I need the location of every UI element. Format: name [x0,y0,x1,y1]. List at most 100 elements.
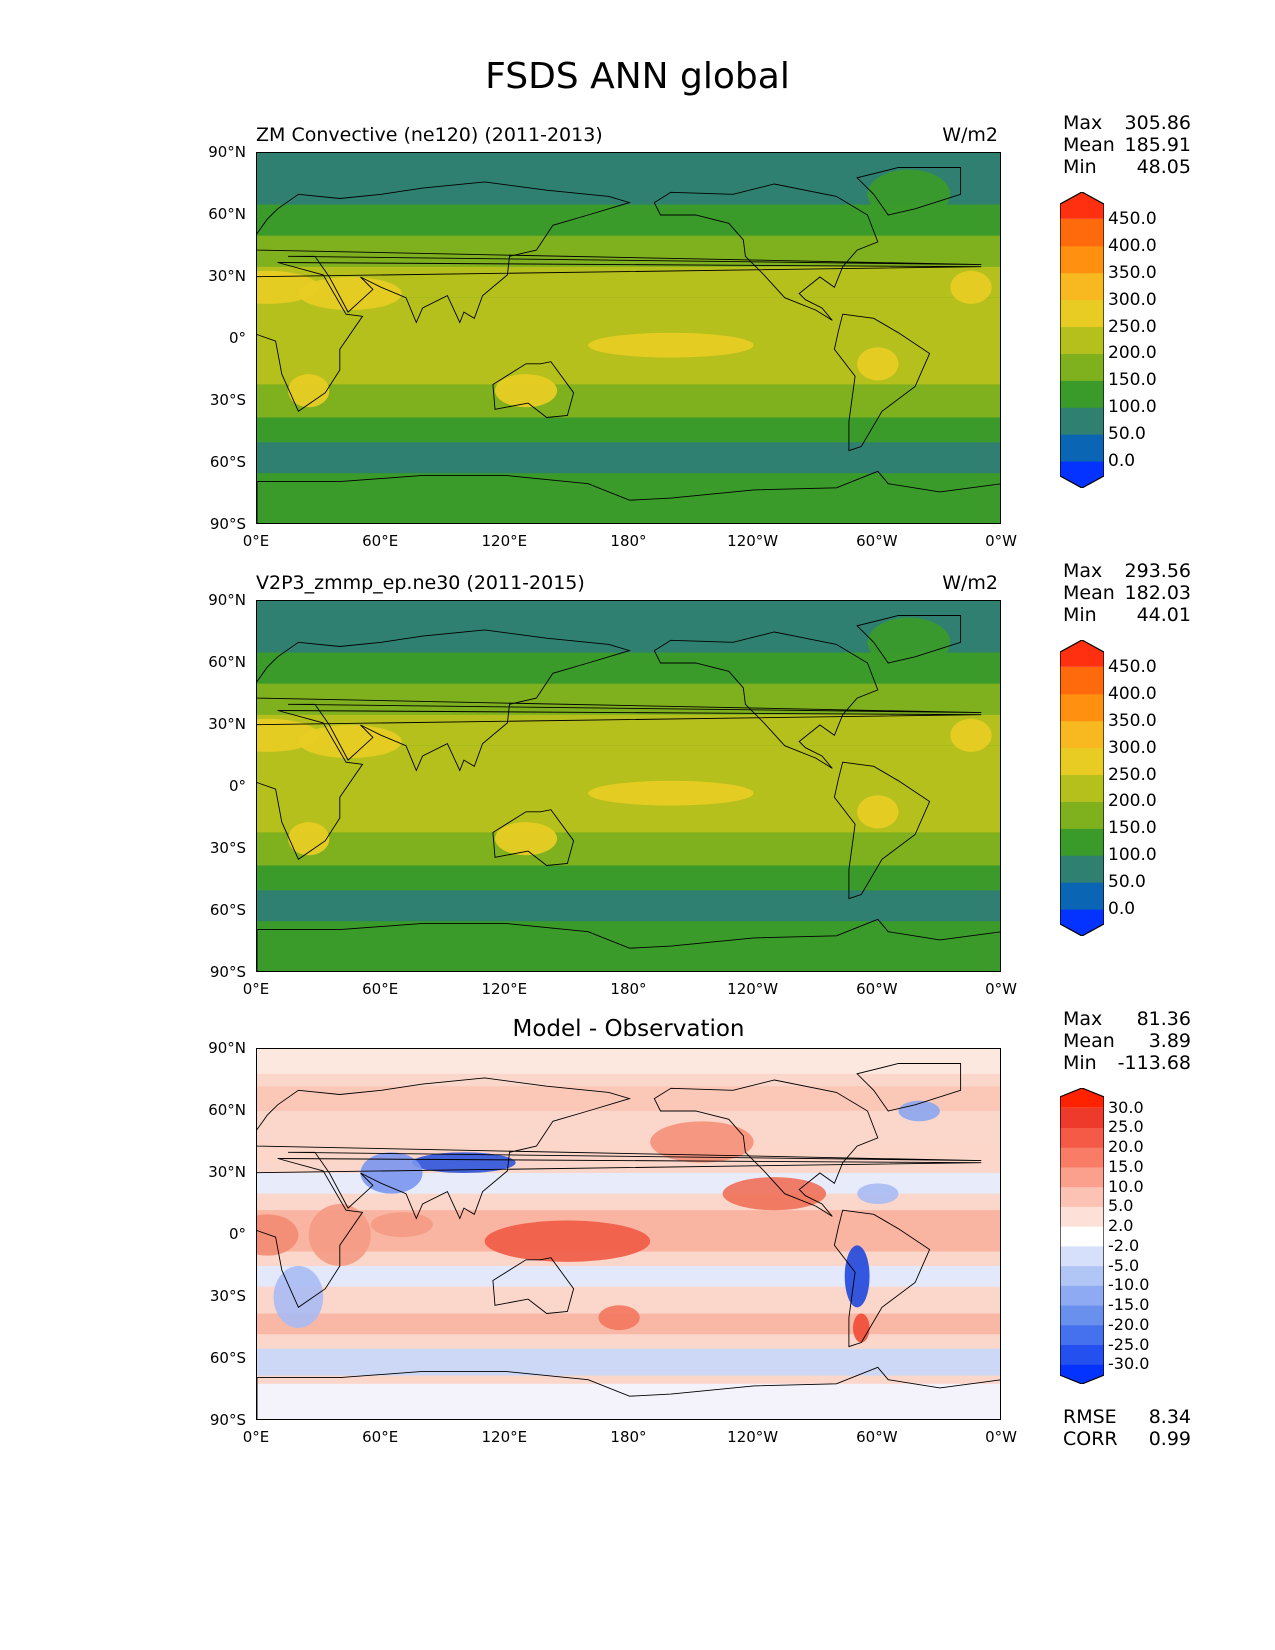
lon-tick-label: 120°E [481,1428,528,1446]
lat-tick-label: 30°N [208,715,246,733]
colorbar-segment [1060,326,1104,354]
lon-tick-label: 0°E [242,980,270,998]
colorbar-segment [1060,774,1104,802]
lat-tick-label: 60°N [208,205,246,223]
colorbar-segment [1060,828,1104,856]
colorbar-tick-label: 350.0 [1108,262,1157,283]
stat-label: Min [1063,1052,1097,1074]
stat-label: Max [1063,112,1103,134]
stat-label: Mean [1063,1030,1115,1052]
coastline-africa [257,1158,982,1308]
lon-tick-label: 120°E [481,532,528,550]
colorbar-tick-label: 450.0 [1108,656,1157,677]
stat-value: 305.86 [1124,112,1191,134]
colorbar-segment [1060,1107,1104,1128]
lat-tick-label: 30°N [208,267,246,285]
colorbar-segment [1060,1344,1104,1365]
stats-box: Max 305.86 Mean 185.91 Min 48.05 [1063,112,1191,178]
colorbar-tick-label: 0.0 [1108,899,1136,920]
colorbar [1060,1088,1104,1384]
coastline-n_america [653,183,879,321]
colorbar-tick-label: 5.0 [1108,1196,1134,1216]
colorbar-tick-label: 300.0 [1108,289,1157,310]
metric-row: CORR 0.99 [1063,1428,1191,1450]
stat-label: Max [1063,560,1103,582]
colorbar-tick-label: -20.0 [1108,1314,1150,1334]
lat-tick-label: 60°N [208,653,246,671]
colorbar-tick-label: 200.0 [1108,343,1157,364]
stat-label: Min [1063,604,1097,626]
colorbar-segment [1060,747,1104,776]
colorbar-tick-label: 400.0 [1108,683,1157,704]
stat-label: Mean [1063,134,1115,156]
lat-tick-label: 60°S [209,1349,246,1367]
colorbar-segment [1060,1226,1104,1247]
coastline-n_america [653,631,879,769]
lat-tick-label: 90°S [209,963,246,981]
colorbar-segment [1060,801,1104,829]
colorbar-segment [1060,245,1104,274]
coastline-antarctica [257,918,1000,971]
metric-value: 0.99 [1148,1428,1191,1450]
lon-tick-label: 180° [610,532,647,550]
stat-label: Mean [1063,582,1115,604]
colorbar-tick-label: 250.0 [1108,316,1157,337]
coastline-eurasia [257,629,982,772]
lon-tick-label: 0°W [985,980,1017,998]
colorbar-segment [1060,461,1104,488]
stat-row: Min -113.68 [1063,1052,1191,1074]
colorbar-tick-label: 350.0 [1108,710,1157,731]
panel-test: ZM Convective (ne120) (2011-2013) W/m2 90°… [0,112,1275,590]
colorbar-tick-label: 150.0 [1108,370,1157,391]
coastline-s_america [833,313,931,452]
colorbar-tick-label: 300.0 [1108,737,1157,758]
coastline-greenland [856,167,962,216]
map-canvas [257,153,1000,523]
colorbar-tick-label: 30.0 [1108,1097,1144,1117]
lat-tick-label: 0° [228,329,246,347]
panel-units: W/m2 [942,124,998,146]
colorbar-segment [1060,1127,1104,1148]
lat-tick-label: 90°N [208,143,246,161]
colorbar-segment [1060,1088,1104,1108]
lon-tick-label: 0°E [242,532,270,550]
stat-label: Min [1063,156,1097,178]
coastline-greenland [856,1063,962,1112]
stat-value: 81.36 [1136,1008,1191,1030]
colorbar-tick-label: 250.0 [1108,764,1157,785]
lon-tick-label: 120°W [727,980,779,998]
colorbar-segment [1060,1147,1104,1168]
colorbar-tick-label: 100.0 [1108,397,1157,418]
stat-row: Max 305.86 [1063,112,1191,134]
stat-value: 185.91 [1124,134,1191,156]
lat-tick-label: 0° [228,1225,246,1243]
lon-tick-label: 180° [610,1428,647,1446]
colorbar-segment [1060,380,1104,408]
lat-tick-label: 90°S [209,1411,246,1429]
colorbar-tick-label: 20.0 [1108,1137,1144,1157]
coastline-australia [492,1257,575,1314]
colorbar-segment [1060,1206,1104,1227]
map-diff [256,1048,1001,1420]
stats-box: Max 81.36 Mean 3.89 Min -113.68 [1063,1008,1191,1074]
colorbar-segment [1060,693,1104,722]
stat-value: 44.01 [1136,604,1191,626]
lon-tick-label: 120°W [727,1428,779,1446]
figure-title: FSDS ANN global [485,56,790,97]
stat-value: 3.89 [1148,1030,1191,1052]
lon-tick-label: 60°W [856,980,898,998]
colorbar-tick-label: 10.0 [1108,1176,1144,1196]
coastline-s_america [833,1209,931,1348]
colorbar-tick-label: 25.0 [1108,1117,1144,1137]
coastline-antarctica [257,470,1000,523]
colorbar-segment [1060,1245,1104,1267]
stat-value: 293.56 [1124,560,1191,582]
colorbar-segment [1060,1265,1104,1286]
coastline-africa [257,262,982,412]
coastline-australia [492,809,575,866]
lat-tick-label: 90°N [208,1039,246,1057]
stat-value: 182.03 [1124,582,1191,604]
stat-row: Max 81.36 [1063,1008,1191,1030]
lat-tick-label: 0° [228,777,246,795]
colorbar-tick-label: -25.0 [1108,1334,1150,1354]
